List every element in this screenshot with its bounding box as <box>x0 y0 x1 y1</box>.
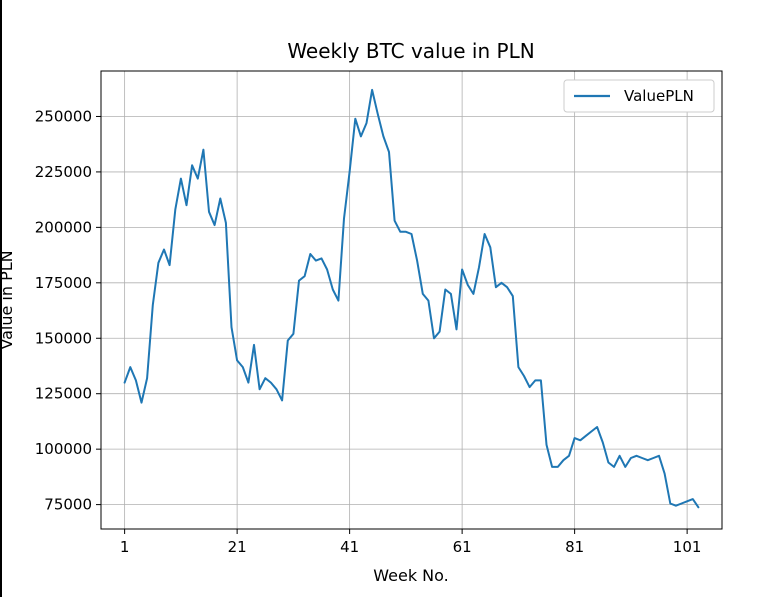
window-left-edge <box>0 0 2 597</box>
x-tick-label: 21 <box>228 538 247 556</box>
legend: ValuePLN <box>563 79 715 113</box>
x-axis: 1 21 41 61 81 101 <box>120 529 702 556</box>
x-tick-label: 41 <box>340 538 359 556</box>
plot-frame <box>100 70 723 530</box>
y-tick-label: 175000 <box>35 274 92 292</box>
chart-title: Weekly BTC value in PLN <box>287 39 534 63</box>
series-line-valuepln <box>123 88 700 509</box>
y-tick-label: 75000 <box>44 496 92 514</box>
y-tick-label: 150000 <box>35 329 92 347</box>
x-tick-label: 101 <box>673 538 702 556</box>
y-axis-label: Value in PLN <box>0 250 16 349</box>
legend-box <box>563 79 715 113</box>
y-axis: 75000 100000 125000 150000 175000 200000 22500… <box>35 107 101 514</box>
x-axis-label: Week No. <box>373 566 448 585</box>
y-tick-label: 250000 <box>35 107 92 125</box>
y-tick-label: 225000 <box>35 163 92 181</box>
series-group <box>123 88 700 509</box>
y-tick-label: 200000 <box>35 218 92 236</box>
x-tick-label: 1 <box>120 538 130 556</box>
grid-lines <box>101 71 722 529</box>
x-tick-label: 81 <box>565 538 584 556</box>
y-tick-label: 100000 <box>35 440 92 458</box>
legend-label-valuepln: ValuePLN <box>624 87 694 105</box>
x-tick-label: 61 <box>453 538 472 556</box>
y-tick-label: 125000 <box>35 385 92 403</box>
